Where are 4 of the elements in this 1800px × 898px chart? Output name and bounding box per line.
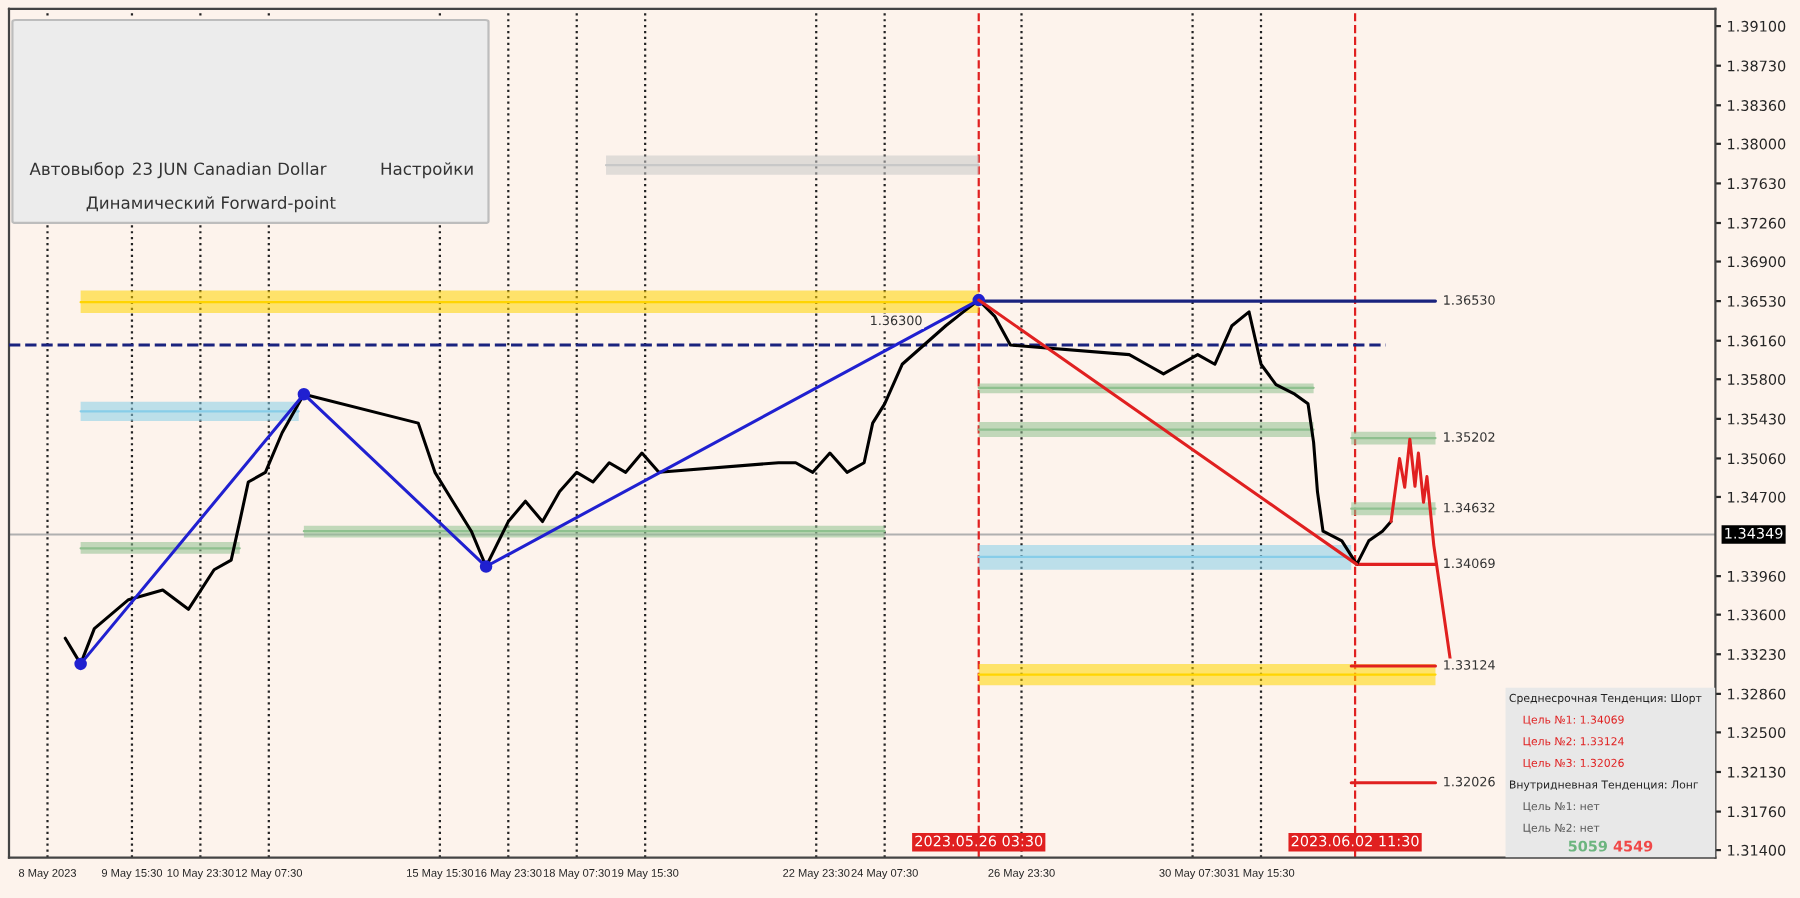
annotation: 23 JUN Canadian Dollar [133,162,327,179]
annotation: Автовыбор [29,162,124,179]
annotation: Настройки [381,162,473,179]
annotation: Динамический Forward-point [86,196,336,213]
